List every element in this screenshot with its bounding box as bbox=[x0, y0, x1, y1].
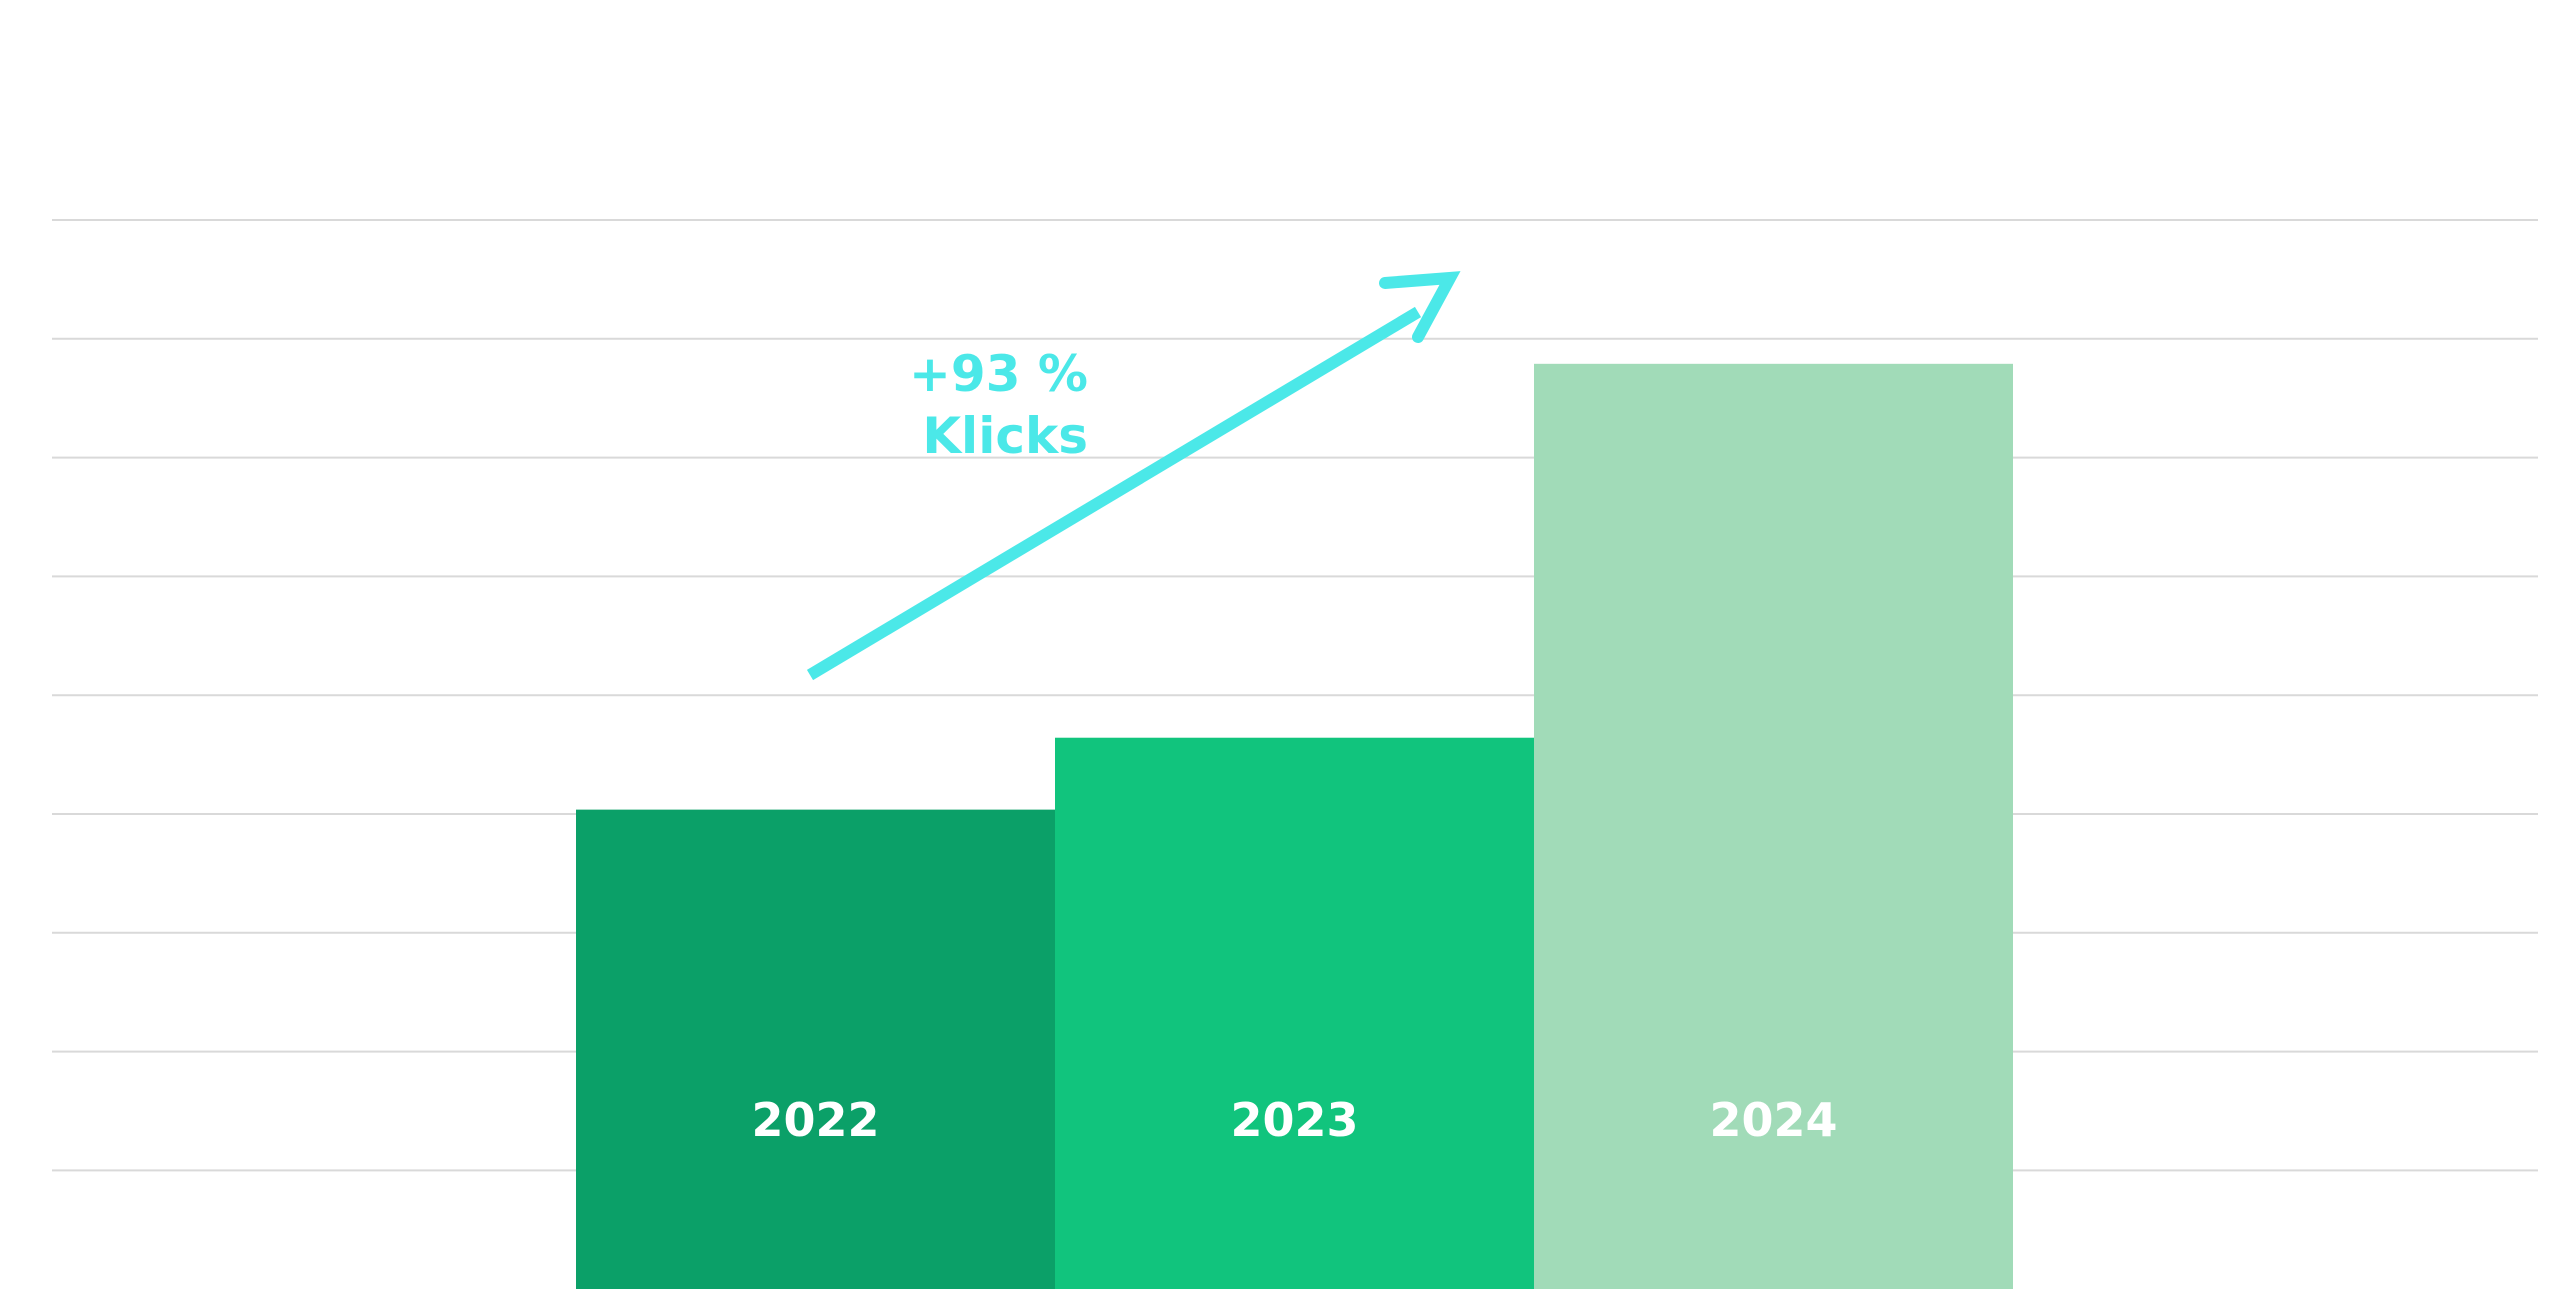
bar-label-2024: 2024 bbox=[1709, 1093, 1837, 1147]
bar-labels: 2022 2023 2024 bbox=[751, 1093, 1837, 1147]
bar-label-2022: 2022 bbox=[751, 1093, 879, 1147]
growth-arrow-icon bbox=[806, 306, 1422, 681]
bars bbox=[576, 363, 2013, 1289]
bar-2023 bbox=[1055, 737, 1534, 1289]
annotation-value: +93 % bbox=[909, 345, 1088, 403]
arrow-head-icon bbox=[1379, 271, 1461, 343]
bar-2022 bbox=[576, 809, 1055, 1289]
bar-label-2023: 2023 bbox=[1230, 1093, 1358, 1147]
growth-annotation: +93 % Klicks bbox=[806, 271, 1461, 681]
annotation-label: Klicks bbox=[922, 407, 1088, 465]
bar-2024 bbox=[1534, 363, 2013, 1289]
chart-title: +93 % Klicks seit Start der Zusammenarbe… bbox=[80, 36, 2082, 129]
